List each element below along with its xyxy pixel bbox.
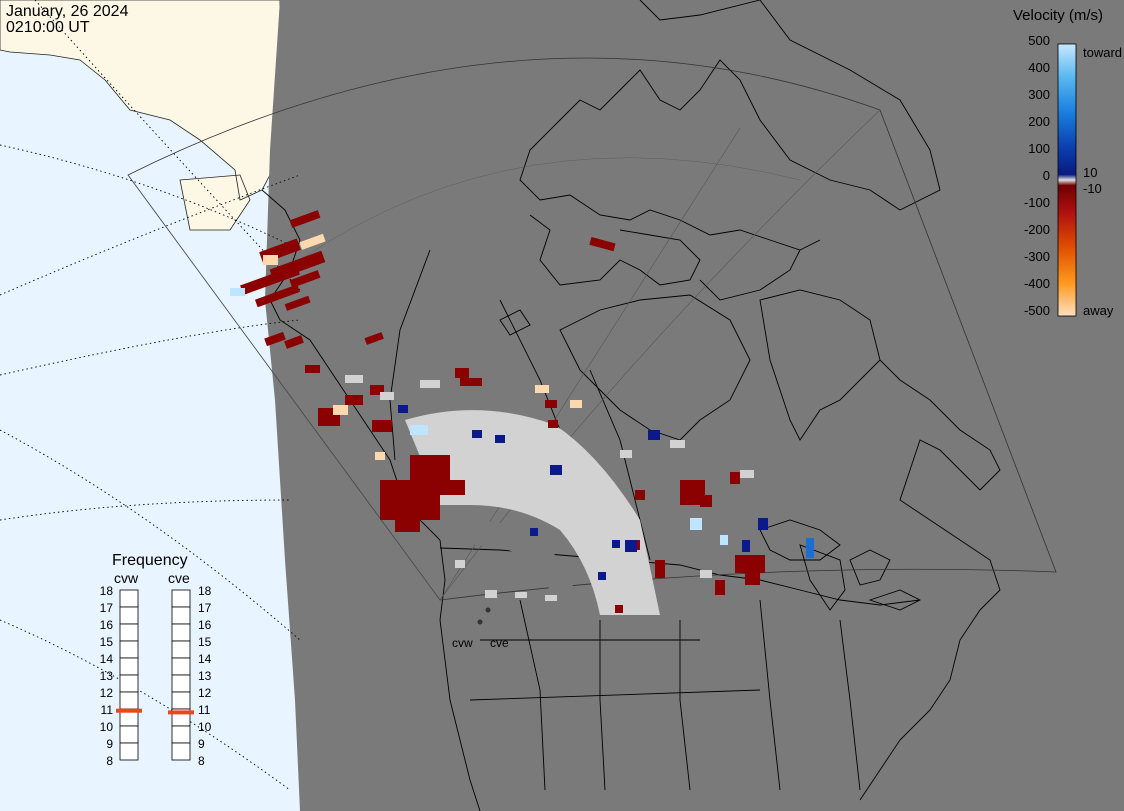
radar-site-markers: cvw cve — [452, 607, 509, 650]
frequency-scale-tick: 18 — [100, 584, 114, 598]
frequency-scale-tick: 11 — [198, 703, 211, 717]
frequency-scale-tick: 15 — [100, 635, 114, 649]
velocity-tick: 300 — [1028, 87, 1050, 102]
frequency-ladder-cell — [171, 657, 191, 676]
velocity-tick: 500 — [1028, 33, 1050, 48]
frequency-panel: Frequency cvw cve 18 17 16 15 14 13 12 11 10 9 8 1… — [100, 552, 212, 768]
frequency-scale-tick: 12 — [198, 686, 212, 700]
frequency-scale-tick: 13 — [198, 669, 212, 683]
date-label: January, 26 2024 — [6, 3, 129, 20]
frequency-scale-tick: 17 — [100, 601, 114, 615]
velocity-legend: Velocity (m/s) 500 400 300 200 100 0 -10… — [1013, 7, 1122, 318]
frequency-scale-tick: 8 — [198, 754, 205, 768]
velocity-toward-label: toward — [1083, 45, 1122, 60]
velocity-cells-low-power — [345, 375, 754, 601]
frequency-marker-cvw — [116, 708, 142, 713]
velocity-legend-title: Velocity (m/s) — [1013, 7, 1103, 24]
frequency-ladder-cell — [171, 606, 191, 625]
ground-scatter — [405, 410, 660, 615]
frequency-radar-label-cvw: cvw — [114, 570, 139, 586]
night-region — [265, 0, 1124, 811]
frequency-scale-tick: 8 — [106, 754, 113, 768]
frequency-ladder-cell — [119, 623, 139, 642]
velocity-colorbar — [1057, 43, 1077, 317]
velocity-tick: -500 — [1024, 303, 1050, 318]
frequency-ladder-cell — [119, 691, 139, 710]
velocity-tick: 200 — [1028, 114, 1050, 129]
velocity-near-zero-negative: -10 — [1083, 181, 1102, 196]
frequency-scale-tick: 18 — [198, 584, 212, 598]
velocity-tick: 0 — [1043, 168, 1050, 183]
frequency-scale-tick: 12 — [100, 686, 114, 700]
frequency-title: Frequency — [112, 552, 188, 569]
radar-site-label-cvw: cvw — [452, 636, 473, 650]
velocity-tick: 400 — [1028, 60, 1050, 75]
frequency-scale-tick: 14 — [100, 652, 114, 666]
frequency-ladder-cell — [119, 640, 139, 659]
lat-lon-grid — [0, 0, 301, 791]
frequency-ladder-cell — [171, 589, 191, 608]
velocity-near-zero-positive: 10 — [1083, 165, 1097, 180]
time-label: 0210:00 UT — [6, 19, 90, 36]
frequency-ladder-cell — [119, 657, 139, 676]
frequency-scale-tick: 9 — [198, 737, 205, 751]
frequency-scale-tick: 14 — [198, 652, 212, 666]
velocity-tick: -100 — [1024, 195, 1050, 210]
frequency-ladder-cell — [171, 691, 191, 710]
velocity-cells-away — [240, 210, 765, 613]
frequency-ladder-cell — [119, 725, 139, 744]
velocity-tick: -300 — [1024, 249, 1050, 264]
frequency-marker-cve — [168, 710, 194, 715]
velocity-tick: 100 — [1028, 141, 1050, 156]
frequency-scale-tick: 17 — [198, 601, 212, 615]
frequency-ladder-cell — [171, 725, 191, 744]
frequency-scale-tick: 11 — [101, 703, 114, 717]
frequency-ladder-cell — [171, 623, 191, 642]
frequency-radar-label-cve: cve — [168, 570, 190, 586]
frequency-ladder-cell — [119, 589, 139, 608]
frequency-scale-tick: 10 — [198, 720, 212, 734]
coastlines — [261, 0, 1001, 811]
frequency-scale-tick: 15 — [198, 635, 212, 649]
frequency-ladder-cell — [171, 674, 191, 693]
velocity-tick: -200 — [1024, 222, 1050, 237]
frequency-ladder-cell — [119, 606, 139, 625]
frequency-ladder-cell — [171, 742, 191, 761]
frequency-scale-tick: 13 — [100, 669, 114, 683]
frequency-scale-tick: 16 — [198, 618, 212, 632]
frequency-scale-tick: 16 — [100, 618, 114, 632]
ground-scatter-inner-gap — [470, 520, 585, 615]
frequency-ladder-cell — [119, 742, 139, 761]
frequency-ladder-cell — [171, 640, 191, 659]
velocity-cells-toward — [230, 288, 814, 580]
velocity-away-label: away — [1083, 303, 1114, 318]
frequency-ladder-cell — [119, 674, 139, 693]
frequency-scale-tick: 10 — [100, 720, 114, 734]
velocity-tick: -400 — [1024, 276, 1050, 291]
frequency-scale-tick: 9 — [106, 737, 113, 751]
radar-site-label-cve: cve — [490, 636, 509, 650]
velocity-cells-strong-away — [263, 233, 582, 460]
